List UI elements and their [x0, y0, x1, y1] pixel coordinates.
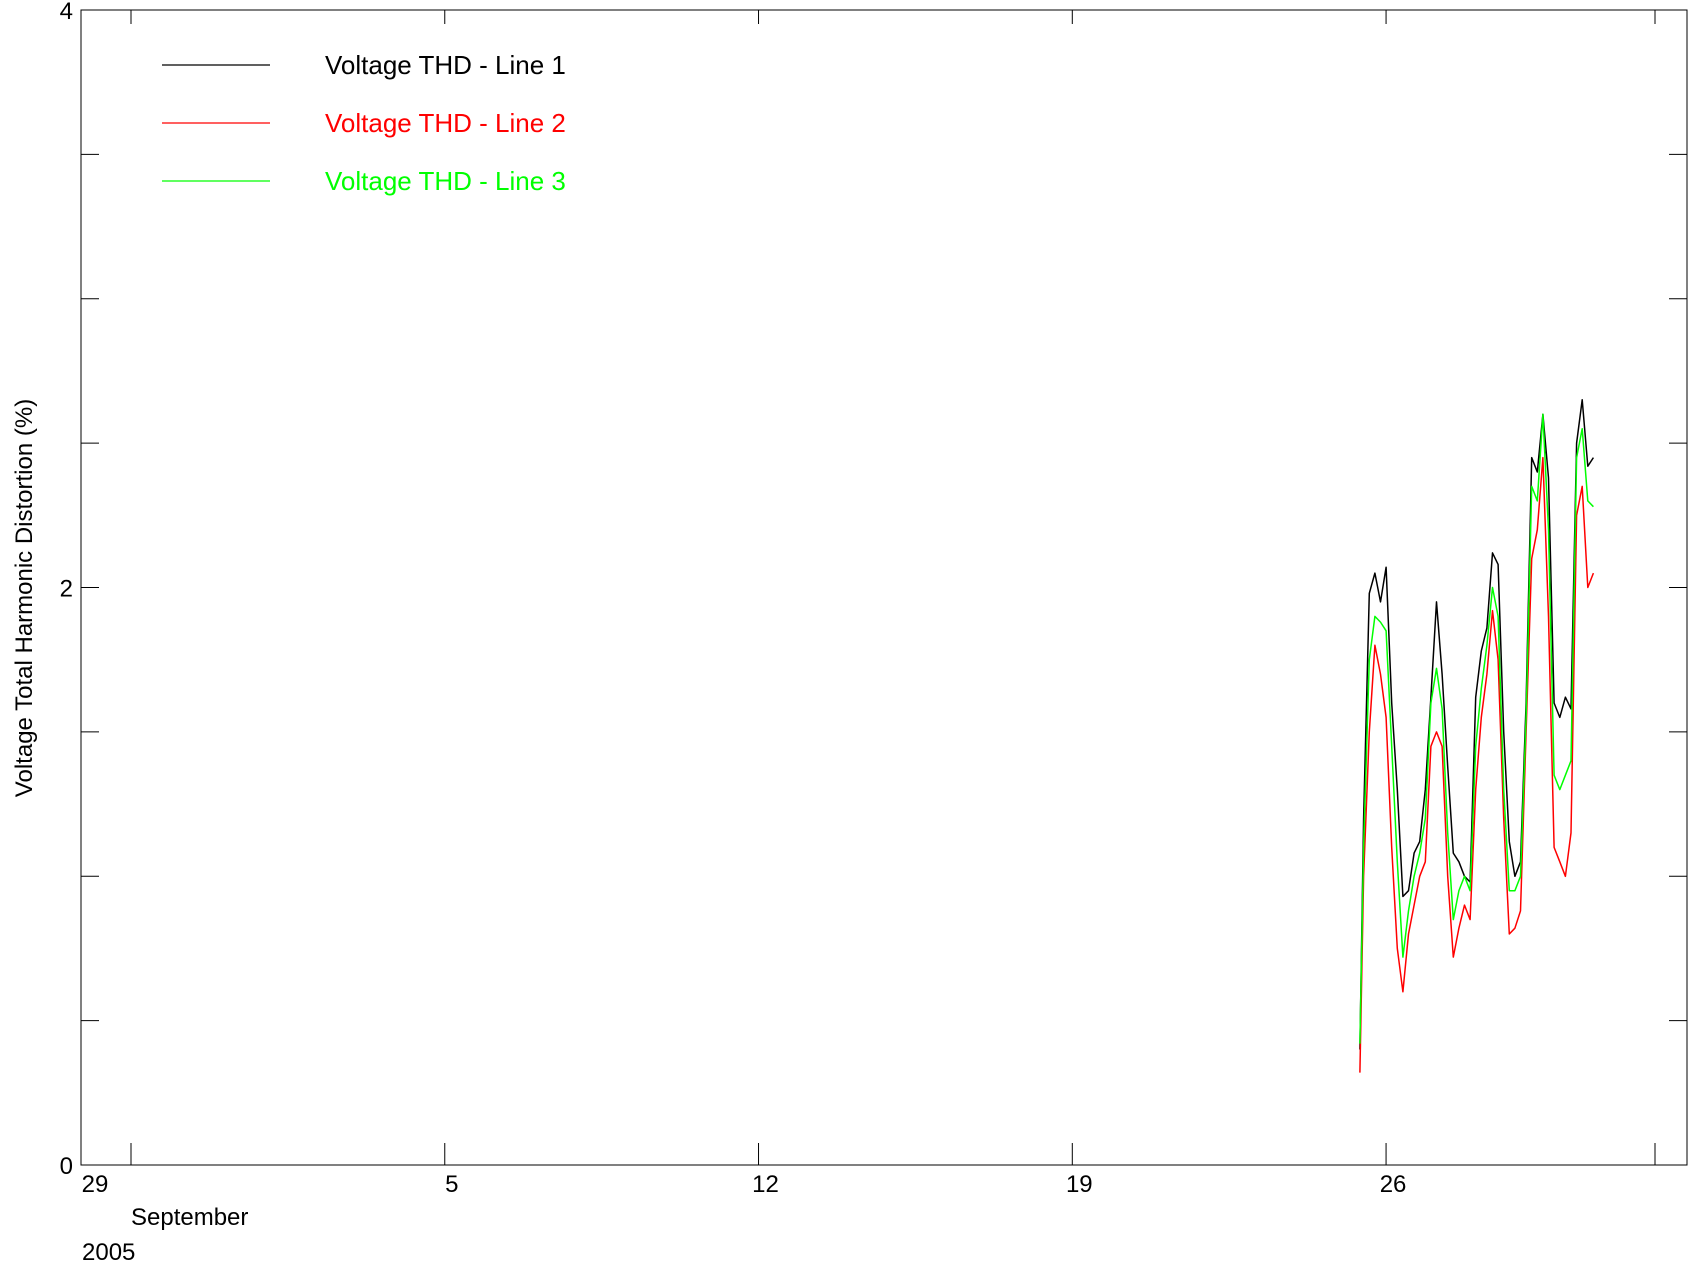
x-axis-month-label: September [131, 1204, 248, 1231]
x-axis-ticks: 29 5 12 19 26 [82, 10, 1656, 1198]
legend-label-2: Voltage THD - Line 2 [325, 108, 566, 138]
legend: Voltage THD - Line 1 Voltage THD - Line 2… [162, 50, 566, 196]
y-axis-ticks: 0 2 4 [60, 0, 1687, 1180]
series-layer [1359, 399, 1595, 1073]
series-line-2 [1359, 456, 1595, 1073]
series-line-3 [1359, 413, 1594, 1044]
plot-frame [80, 9, 1688, 1166]
series-line-1 [1359, 399, 1595, 1050]
x-tick-label: 26 [1380, 1171, 1407, 1198]
x-tick-label: 29 [82, 1171, 109, 1198]
x-tick-label: 5 [445, 1171, 458, 1198]
y-tick-label: 2 [60, 576, 73, 603]
legend-label-1: Voltage THD - Line 1 [325, 50, 566, 80]
y-tick-label: 4 [60, 0, 73, 25]
y-axis-title: Voltage Total Harmonic Distortion (%) [11, 399, 38, 797]
y-tick-label: 0 [60, 1153, 73, 1180]
x-tick-label: 12 [752, 1171, 779, 1198]
x-axis-year-label: 2005 [82, 1239, 135, 1266]
legend-label-3: Voltage THD - Line 3 [325, 166, 566, 196]
x-tick-label: 19 [1066, 1171, 1093, 1198]
